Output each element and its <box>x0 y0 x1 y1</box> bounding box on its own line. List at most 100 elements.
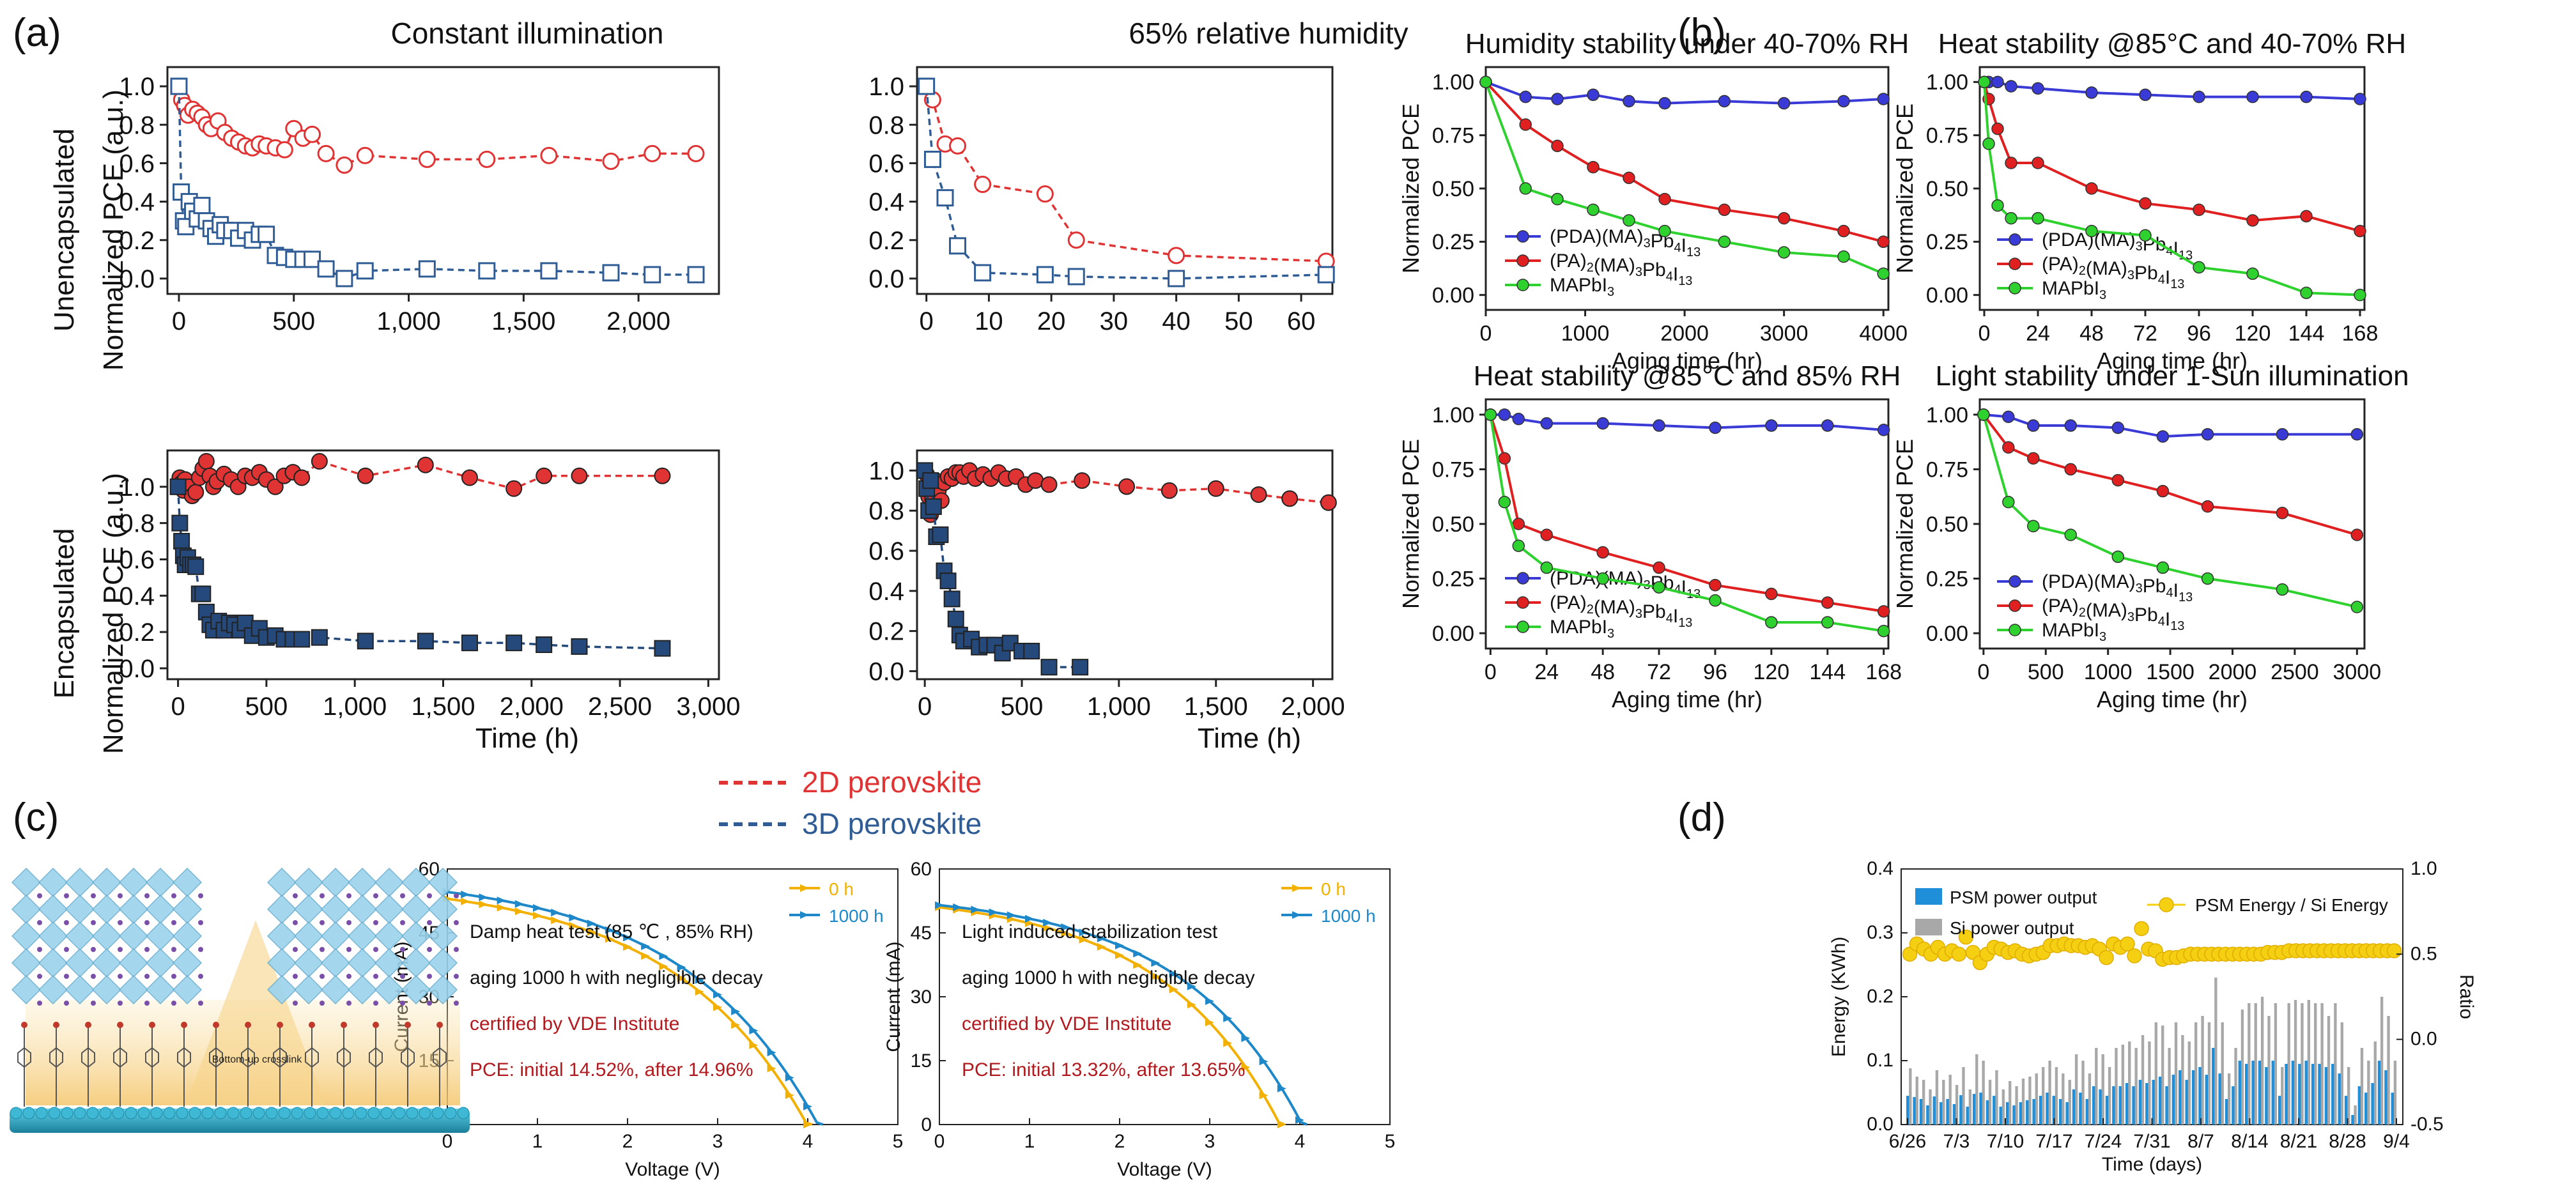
iv-marker <box>1097 934 1106 942</box>
a-site-cation <box>64 893 69 898</box>
iv-marker <box>1187 1001 1196 1009</box>
x-tick-label: 500 <box>1001 693 1044 721</box>
x-tick-label: 8/28 <box>2329 1131 2366 1152</box>
perovskite-octahedron <box>145 867 176 898</box>
si-bar <box>2009 1081 2012 1125</box>
substrate-atom <box>201 1107 214 1119</box>
ligand-ring <box>401 1047 415 1068</box>
x-tick-label: 1,500 <box>491 307 555 335</box>
c-right-note-test: Light induced stabilization test <box>962 921 1218 942</box>
a-site-cation <box>118 893 123 898</box>
series-line <box>1983 82 2361 296</box>
x-tick-label: 1 <box>532 1131 543 1152</box>
si-bar <box>2267 1016 2271 1125</box>
x-tick-label: 3 <box>713 1131 723 1152</box>
a-site-cation <box>144 920 150 925</box>
perovskite-octahedron <box>374 974 405 1005</box>
data-point <box>2276 427 2289 441</box>
psm-bar <box>2132 1086 2135 1125</box>
y-tick-label: 0.3 <box>1867 922 1893 943</box>
ligand-headgroup <box>149 1022 155 1028</box>
data-point <box>1709 421 1722 434</box>
panel-label-d: (d) <box>1677 795 1726 840</box>
psm-bar <box>1906 1096 1909 1125</box>
perovskite-octahedron <box>65 867 95 898</box>
perovskite-octahedron <box>266 867 297 898</box>
iv-marker <box>1079 928 1088 937</box>
psm-bar <box>2251 1061 2255 1125</box>
psm-bar <box>2311 1064 2315 1125</box>
a-ylabel-bottom: Normalized PCE (a.u.) <box>98 473 129 754</box>
data-point <box>1709 594 1722 607</box>
data-point <box>2139 88 2152 102</box>
data-point <box>293 469 311 486</box>
series-line <box>1982 413 2357 537</box>
data-point <box>1658 192 1671 206</box>
si-bar <box>2387 1016 2390 1125</box>
data-point <box>2111 473 2125 487</box>
psm-bar <box>2351 1115 2354 1125</box>
data-point <box>2139 229 2152 242</box>
substrate-atom <box>150 1107 163 1119</box>
a-site-cation <box>373 1001 378 1006</box>
y2-tick-label: 0.0 <box>2410 1029 2437 1050</box>
psm-bar <box>1939 1102 1943 1125</box>
a-site-cation <box>320 920 325 925</box>
legend-swatch-marker <box>2009 257 2021 270</box>
psm-bar <box>2112 1086 2115 1125</box>
data-point <box>1765 616 1778 629</box>
perovskite-octahedron <box>65 894 95 925</box>
a-site-cation <box>293 893 298 898</box>
chart-title: Heat stability @85°C and 40-70% RH <box>1938 28 2406 59</box>
a-site-cation <box>144 893 150 898</box>
si-bar <box>2068 1080 2071 1125</box>
a-site-cation <box>171 1001 176 1006</box>
data-point <box>949 137 967 155</box>
x-tick-label: 2,500 <box>588 693 652 721</box>
iv-marker <box>1061 923 1070 932</box>
psm-bar <box>2179 1070 2182 1125</box>
iv-marker <box>1006 911 1016 919</box>
si-bar <box>1982 1061 1985 1125</box>
chart-d-field-test: 0.0 0.1 0.2 0.3 0.4 -0.5 0.0 0.5 1.0 6/26 7/3 7/10 7… <box>1828 858 2477 1175</box>
x-tick-label: 3 <box>1205 1131 1215 1152</box>
psm-bar <box>1946 1099 1949 1125</box>
legend-swatch-marker <box>1516 279 1529 291</box>
psm-bar <box>2371 1083 2374 1125</box>
y-tick-label: 0.75 <box>1926 124 1968 148</box>
si-bar <box>2194 1022 2198 1125</box>
data-point <box>2156 561 2170 574</box>
substrate-atom <box>227 1107 240 1119</box>
data-point <box>1540 561 1553 574</box>
series-line-2d <box>925 86 1327 263</box>
y-tick-label: 0.2 <box>868 227 904 255</box>
data-point <box>293 631 311 648</box>
data-point <box>2032 82 2044 95</box>
data-point <box>602 152 620 170</box>
ligand-headgroup <box>117 1022 123 1028</box>
data-point <box>478 262 496 280</box>
si-bar <box>2201 1016 2204 1125</box>
y-tick-label: 0.50 <box>1926 512 1968 537</box>
substrate-atom <box>380 1107 393 1119</box>
a-site-cation <box>198 1001 203 1006</box>
data-point <box>1040 659 1058 676</box>
si-bar <box>1962 1067 1965 1125</box>
y-tick-label: 0.00 <box>1926 284 1968 308</box>
iv-marker <box>497 903 506 912</box>
psm-bar <box>2165 1086 2168 1125</box>
perovskite-octahedron <box>172 948 203 978</box>
perovskite-octahedron <box>266 894 297 925</box>
data-point <box>1512 518 1525 530</box>
data-point <box>197 453 215 470</box>
iv-marker <box>605 926 614 934</box>
x-tick-label: 1,500 <box>1184 693 1248 721</box>
perovskite-octahedron <box>320 948 351 978</box>
data-point <box>1777 96 1791 110</box>
substrate-atom <box>73 1107 86 1119</box>
ligand-headgroup <box>309 1022 315 1028</box>
data-point <box>1551 192 1564 206</box>
ligand-ring <box>17 1047 31 1068</box>
a-site-cation <box>346 1001 351 1006</box>
data-point <box>947 610 964 627</box>
